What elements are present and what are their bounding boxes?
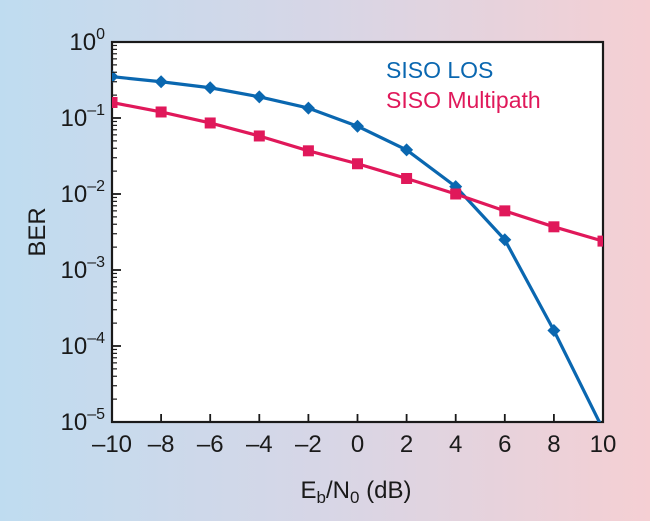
data-point [499,205,511,217]
x-axis-label-sub1: b [317,488,326,507]
series-0 [112,70,602,422]
x-tick-label: –4 [246,431,273,458]
data-point [401,172,413,184]
data-point [301,101,315,115]
data-point [155,106,167,118]
legend: SISO LOS SISO Multipath [386,57,541,113]
y-tick-label: 10–1 [61,102,106,132]
data-point [352,158,363,170]
data-point [203,81,217,95]
legend-siso-multipath: SISO Multipath [386,87,541,113]
y-tick-label: 10–2 [61,178,106,208]
data-point [351,119,364,133]
data-point [112,96,118,108]
y-tick-label: 10–3 [61,254,106,284]
data-point [252,90,266,104]
x-tick-label: –8 [148,431,175,458]
y-tick-label: 10–4 [61,330,106,360]
y-tick-label: 100 [69,26,105,56]
data-point [253,130,265,142]
x-axis-ticks: –10 –8 –6 –4 –2 0 2 4 6 8 10 [92,414,616,458]
x-axis-label: Eb/N0 (dB) [301,477,412,507]
data-point [547,323,561,337]
x-tick-label: 4 [449,431,462,458]
data-point [597,235,603,247]
plot-area [110,40,605,424]
x-tick-label: –6 [197,431,224,458]
x-tick-label: –10 [92,431,132,458]
y-axis-ticks: 100 10–1 10–2 10–3 10–4 10–5 [61,26,121,436]
x-axis-label-mid: /N [326,477,350,504]
x-tick-label: 6 [498,431,511,458]
data-point [548,221,560,233]
x-tick-label: 0 [351,431,364,458]
series-layer [112,70,603,422]
x-axis-label-main: E [301,477,317,504]
data-point [112,70,119,84]
data-point [204,117,216,129]
x-tick-label: –2 [295,431,322,458]
data-point [400,143,414,157]
x-axis-label-sub2: 0 [350,488,359,507]
series-1 [112,96,603,247]
plot-frame [110,40,605,424]
data-point [302,145,314,157]
legend-siso-los: SISO LOS [386,57,493,83]
data-point [450,188,462,200]
data-point [498,233,512,247]
x-tick-label: 2 [400,431,413,458]
data-point [154,75,168,89]
y-axis-label: BER [24,207,51,256]
y-tick-label: 10–5 [61,406,106,436]
x-axis-label-tail: (dB) [359,477,411,504]
x-tick-label: 10 [590,431,617,458]
x-tick-label: 8 [547,431,560,458]
